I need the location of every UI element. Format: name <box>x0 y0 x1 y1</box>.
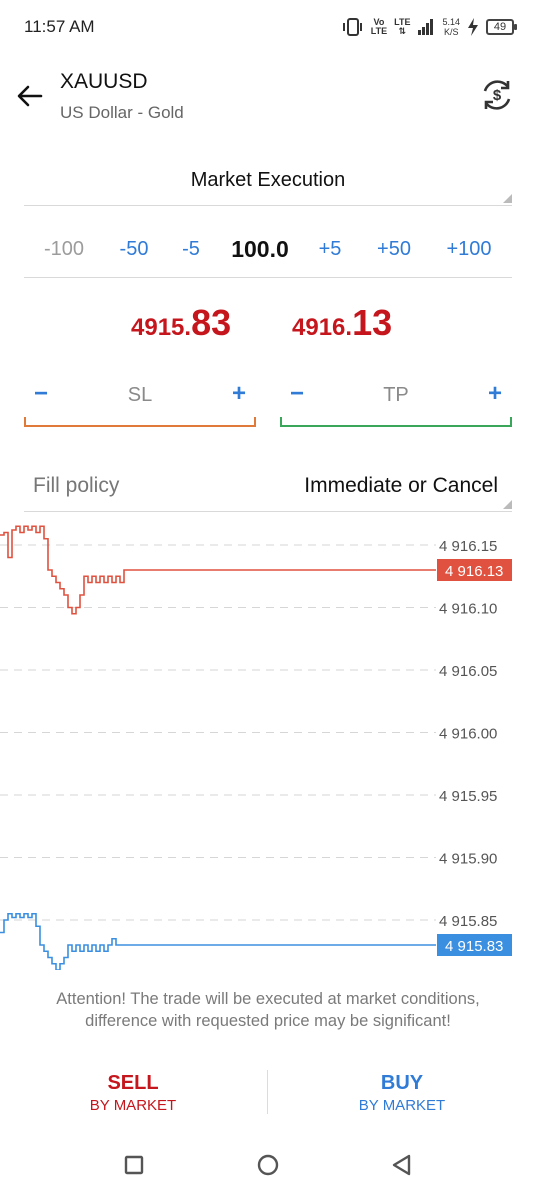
y-tick-label: 4 916.10 <box>439 601 497 618</box>
tick-chart: 4 916.15 4 916.10 4 916.05 4 916.00 4 915.95… <box>0 525 512 970</box>
buy-by-market-button[interactable]: BUY BY MARKET <box>302 1070 502 1116</box>
data-arrows-icon: ⇅ <box>398 26 407 36</box>
take-profit-field[interactable]: − TP + <box>280 373 512 427</box>
status-icons: Vo LTE LTE ⇅ 5.14 K/S 49 <box>342 14 517 40</box>
square-icon <box>124 1155 144 1175</box>
symbol-description: US Dollar - Gold <box>60 103 184 122</box>
svg-text:$: $ <box>493 87 502 104</box>
fill-policy-value: Immediate or Cancel <box>304 474 498 497</box>
volume-minus-5-button[interactable]: -5 <box>182 238 200 260</box>
sl-underline-tick <box>254 417 256 425</box>
volume-plus-50-button[interactable]: +50 <box>377 238 411 260</box>
sl-increase-button[interactable]: + <box>231 380 246 407</box>
sl-decrease-button[interactable]: − <box>34 380 49 407</box>
change-symbol-button[interactable]: $ <box>480 78 514 112</box>
status-bar: 11:57 AM Vo LTE LTE ⇅ 5.14 K/S 49 <box>0 0 536 56</box>
sl-underline-tick <box>24 417 26 425</box>
y-tick-label: 4 916.15 <box>439 538 497 555</box>
order-type-select[interactable]: Market Execution <box>24 158 512 206</box>
nav-home-button[interactable] <box>253 1150 283 1180</box>
bid-price-marker-label: 4 915.83 <box>445 938 503 955</box>
bid-price: 4915.83 <box>131 302 231 344</box>
stop-loss-field[interactable]: − SL + <box>24 373 256 427</box>
tp-increase-button[interactable]: + <box>487 380 502 407</box>
volte-bottom: LTE <box>370 26 388 36</box>
lte-label: LTE <box>394 17 411 27</box>
ask-price-marker-label: 4 916.13 <box>445 563 503 580</box>
volume-plus-100-button[interactable]: +100 <box>446 238 492 260</box>
bid-price-pips: 83 <box>191 302 232 343</box>
fill-policy-label: Fill policy <box>33 474 120 497</box>
sell-sublabel: BY MARKET <box>89 1097 177 1114</box>
network-speed-unit: K/S <box>443 27 459 37</box>
tp-underline-tick <box>280 417 282 425</box>
ask-price-pips: 13 <box>352 302 393 343</box>
y-tick-label: 4 916.00 <box>439 726 497 743</box>
circle-icon <box>257 1154 279 1176</box>
nav-back-button[interactable] <box>387 1150 417 1180</box>
network-speed: 5.14 K/S <box>442 17 460 37</box>
tp-underline-tick <box>510 417 512 425</box>
sell-label: SELL <box>107 1072 159 1094</box>
volume-stepper: -100 -50 -5 100.0 +5 +50 +100 <box>24 228 512 278</box>
tp-decrease-button[interactable]: − <box>290 380 305 407</box>
y-tick-label: 4 915.90 <box>439 851 497 868</box>
y-tick-label: 4 915.85 <box>439 913 497 930</box>
symbol-title: XAUUSD <box>60 70 148 93</box>
ask-price-main: 4916. <box>292 314 353 341</box>
volume-minus-100-button[interactable]: -100 <box>43 238 85 260</box>
tp-placeholder: TP <box>383 384 409 406</box>
order-type-value: Market Execution <box>190 169 346 191</box>
volte-indicator: Vo LTE <box>371 18 387 36</box>
sl-placeholder: SL <box>127 384 153 406</box>
ask-price-line <box>0 525 436 615</box>
charging-icon <box>468 18 478 36</box>
volume-plus-5-button[interactable]: +5 <box>318 238 342 260</box>
signal-icon <box>418 19 434 35</box>
dropdown-corner-icon <box>503 194 512 203</box>
arrow-left-icon <box>17 85 43 107</box>
sell-by-market-button[interactable]: SELL BY MARKET <box>33 1070 233 1116</box>
currency-exchange-icon: $ <box>483 80 511 110</box>
network-speed-value: 5.14 <box>442 17 460 27</box>
lte-indicator: LTE ⇅ <box>394 18 410 36</box>
bid-price-main: 4915. <box>131 314 192 341</box>
volume-value[interactable]: 100.0 <box>231 236 289 262</box>
triangle-back-icon <box>392 1154 411 1176</box>
ask-price-marker <box>437 559 512 581</box>
y-tick-label: 4 916.05 <box>439 663 497 680</box>
attention-message: Attention! The trade will be executed at… <box>56 990 480 1030</box>
volume-minus-50-button[interactable]: -50 <box>119 238 149 260</box>
buy-sublabel: BY MARKET <box>358 1097 446 1114</box>
ask-price: 4916.13 <box>292 302 392 344</box>
bid-price-marker <box>437 934 512 956</box>
dropdown-corner-icon <box>503 500 512 509</box>
fill-policy-select[interactable]: Fill policy Immediate or Cancel <box>24 464 512 512</box>
bid-price-line <box>0 912 436 970</box>
back-button[interactable] <box>14 80 46 112</box>
status-time: 11:57 AM <box>24 17 95 36</box>
buy-label: BUY <box>380 1072 424 1094</box>
volte-top: Vo <box>373 17 385 27</box>
action-divider <box>267 1070 268 1114</box>
vibrate-icon <box>342 18 362 36</box>
nav-recents-button[interactable] <box>119 1150 149 1180</box>
battery-icon: 49 <box>486 19 517 35</box>
y-tick-label: 4 915.95 <box>439 788 497 805</box>
